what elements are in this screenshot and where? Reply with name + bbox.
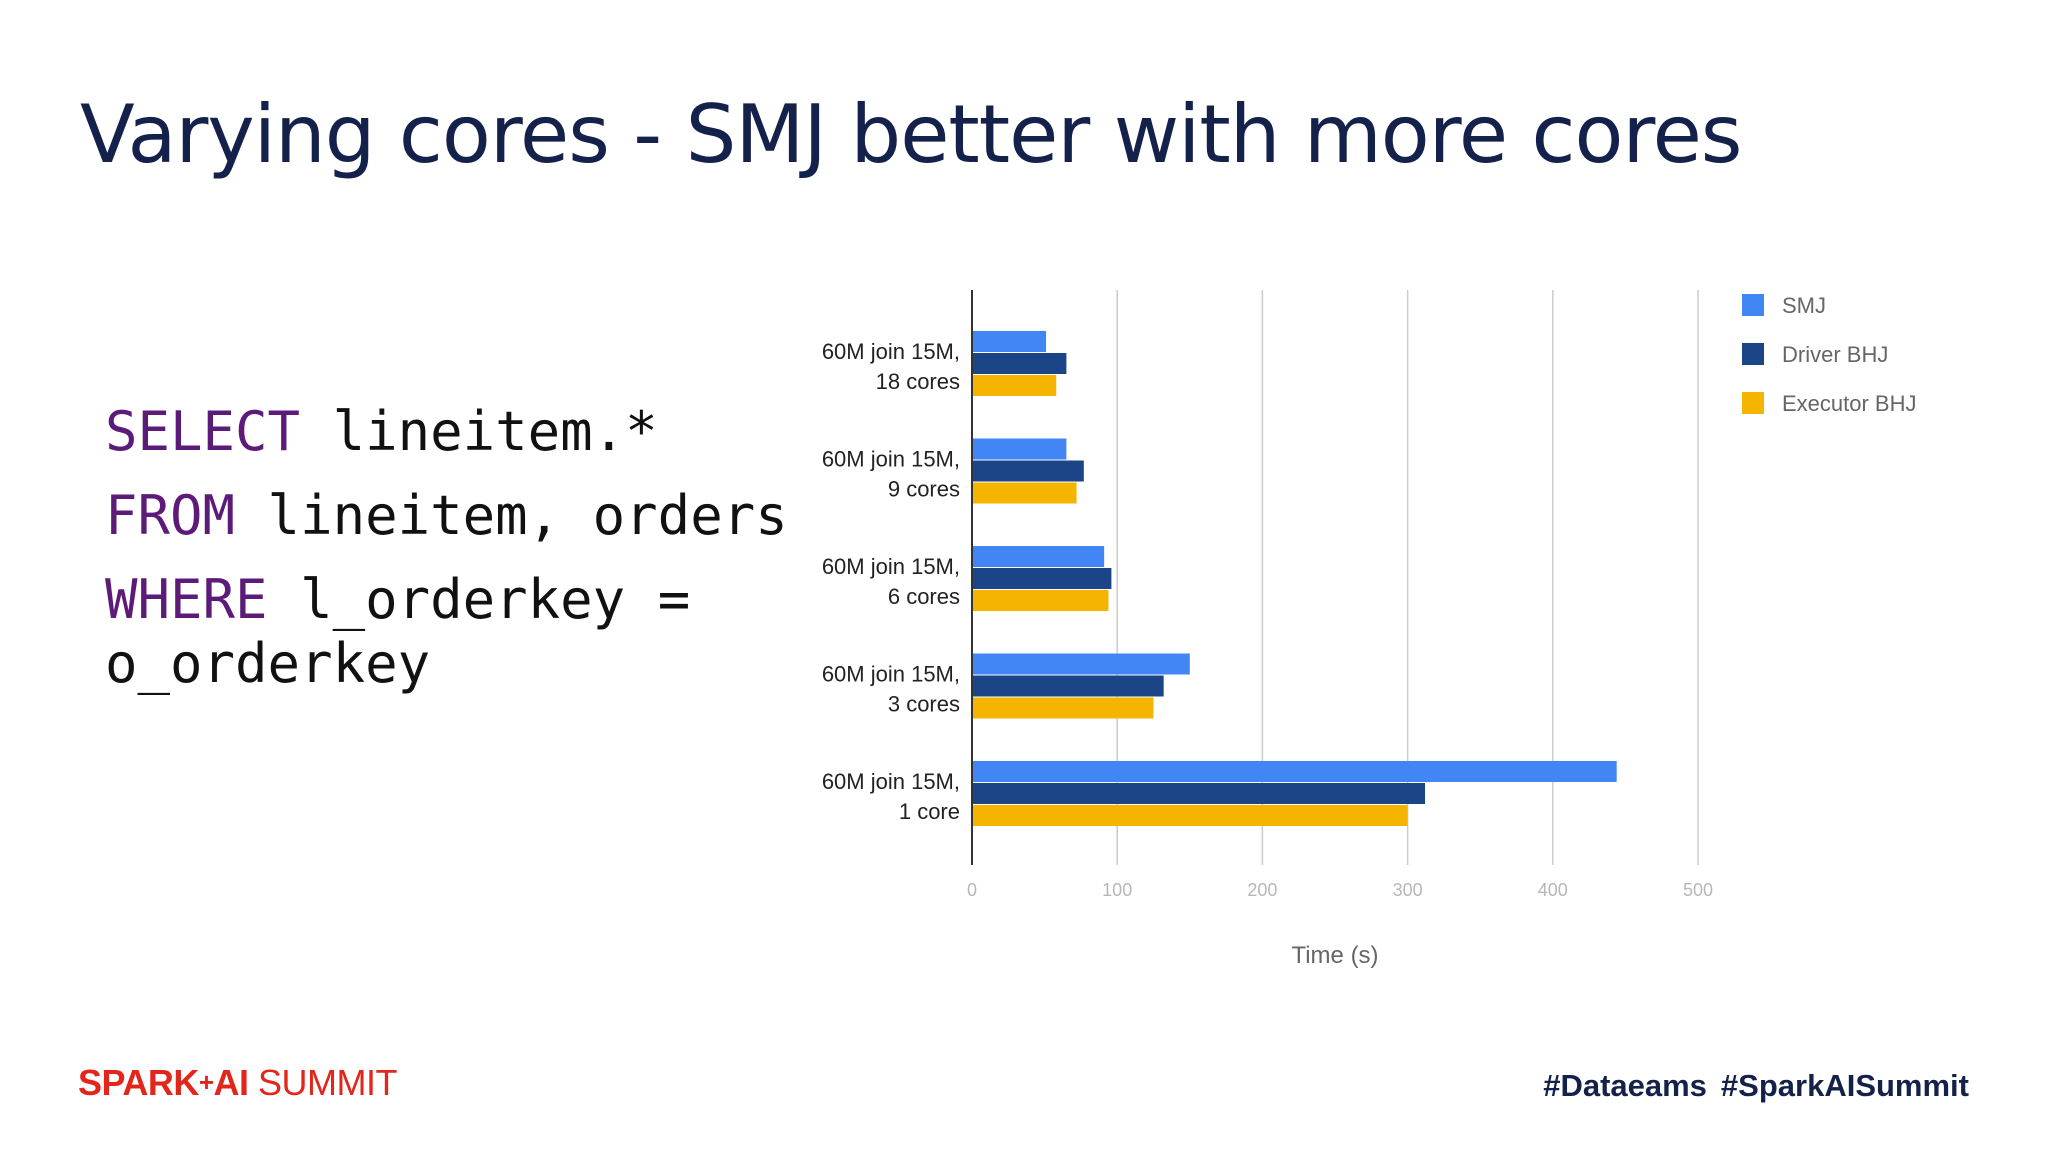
bar-smj-2 — [972, 546, 1105, 567]
category-label-0-line2: 18 cores — [876, 369, 960, 394]
category-label-3-line2: 3 cores — [888, 692, 960, 717]
category-label-2-line2: 6 cores — [888, 584, 960, 609]
sql-keyword-where: WHERE — [105, 568, 268, 631]
category-label-4-line2: 1 core — [899, 799, 960, 824]
bar-driver-bhj-0 — [972, 353, 1067, 374]
bar-driver-bhj-3 — [972, 675, 1164, 697]
sql-keyword-select: SELECT — [105, 400, 301, 463]
bar-driver-bhj-4 — [972, 783, 1426, 804]
category-label-0-line1: 60M join 15M, — [822, 339, 960, 364]
hashtag-sparkaisummit: #SparkAISummit — [1720, 1068, 1969, 1103]
bar-executor-bhj-1 — [972, 482, 1077, 504]
x-tick-label-0: 0 — [967, 880, 977, 900]
logo-spark-text: SPARK — [78, 1062, 199, 1103]
bar-executor-bhj-0 — [972, 375, 1057, 396]
sql-line-3-text: l_orderkey = — [267, 568, 691, 631]
x-tick-label-200: 200 — [1247, 880, 1277, 900]
legend-label-driver-bhj: Driver BHJ — [1782, 342, 1888, 367]
hashtag-dataeams: #Dataeams — [1543, 1068, 1707, 1103]
category-label-1-line1: 60M join 15M, — [822, 447, 960, 472]
bar-smj-0 — [972, 331, 1047, 352]
bar-executor-bhj-2 — [972, 590, 1109, 611]
sql-line-1-text: lineitem.* — [300, 400, 658, 463]
legend-swatch-executor-bhj — [1742, 392, 1764, 414]
sql-line-3: WHERE l_orderkey = — [105, 568, 805, 632]
slide-title: Varying cores - SMJ better with more cor… — [80, 88, 1742, 181]
bar-smj-1 — [972, 438, 1067, 460]
sql-line-2-text: lineitem, orders — [235, 484, 788, 547]
sql-line-1: SELECT lineitem.* — [105, 400, 805, 464]
sql-line-2: FROM lineitem, orders — [105, 484, 805, 548]
category-label-1-line2: 9 cores — [888, 477, 960, 502]
x-axis-title: Time (s) — [1291, 942, 1378, 969]
bar-smj-3 — [972, 653, 1190, 675]
legend-label-executor-bhj: Executor BHJ — [1782, 391, 1917, 416]
spark-ai-summit-logo: SPARK+AI SUMMIT — [78, 1062, 398, 1104]
bar-executor-bhj-3 — [972, 697, 1154, 719]
bar-driver-bhj-1 — [972, 460, 1084, 482]
logo-summit-text: SUMMIT — [248, 1062, 398, 1103]
sql-keyword-from: FROM — [105, 484, 236, 547]
x-tick-label-100: 100 — [1102, 880, 1132, 900]
legend-label-smj: SMJ — [1782, 293, 1826, 318]
sql-query: SELECT lineitem.* FROM lineitem, orders … — [105, 400, 805, 696]
x-tick-label-400: 400 — [1538, 880, 1568, 900]
legend-swatch-driver-bhj — [1742, 343, 1764, 365]
x-tick-label-500: 500 — [1683, 880, 1713, 900]
bar-smj-4 — [972, 761, 1617, 782]
bar-executor-bhj-4 — [972, 805, 1408, 826]
hashtags: #Dataeams #SparkAISummit — [1543, 1068, 1969, 1104]
legend-swatch-smj — [1742, 294, 1764, 316]
category-label-2-line1: 60M join 15M, — [822, 554, 960, 579]
logo-plus-text: + — [198, 1067, 214, 1097]
logo-ai-text: AI — [213, 1062, 250, 1103]
category-label-4-line1: 60M join 15M, — [822, 769, 960, 794]
category-label-3-line1: 60M join 15M, — [822, 662, 960, 687]
sql-line-4: o_orderkey — [105, 632, 431, 695]
bar-driver-bhj-2 — [972, 568, 1112, 589]
x-tick-label-300: 300 — [1393, 880, 1423, 900]
